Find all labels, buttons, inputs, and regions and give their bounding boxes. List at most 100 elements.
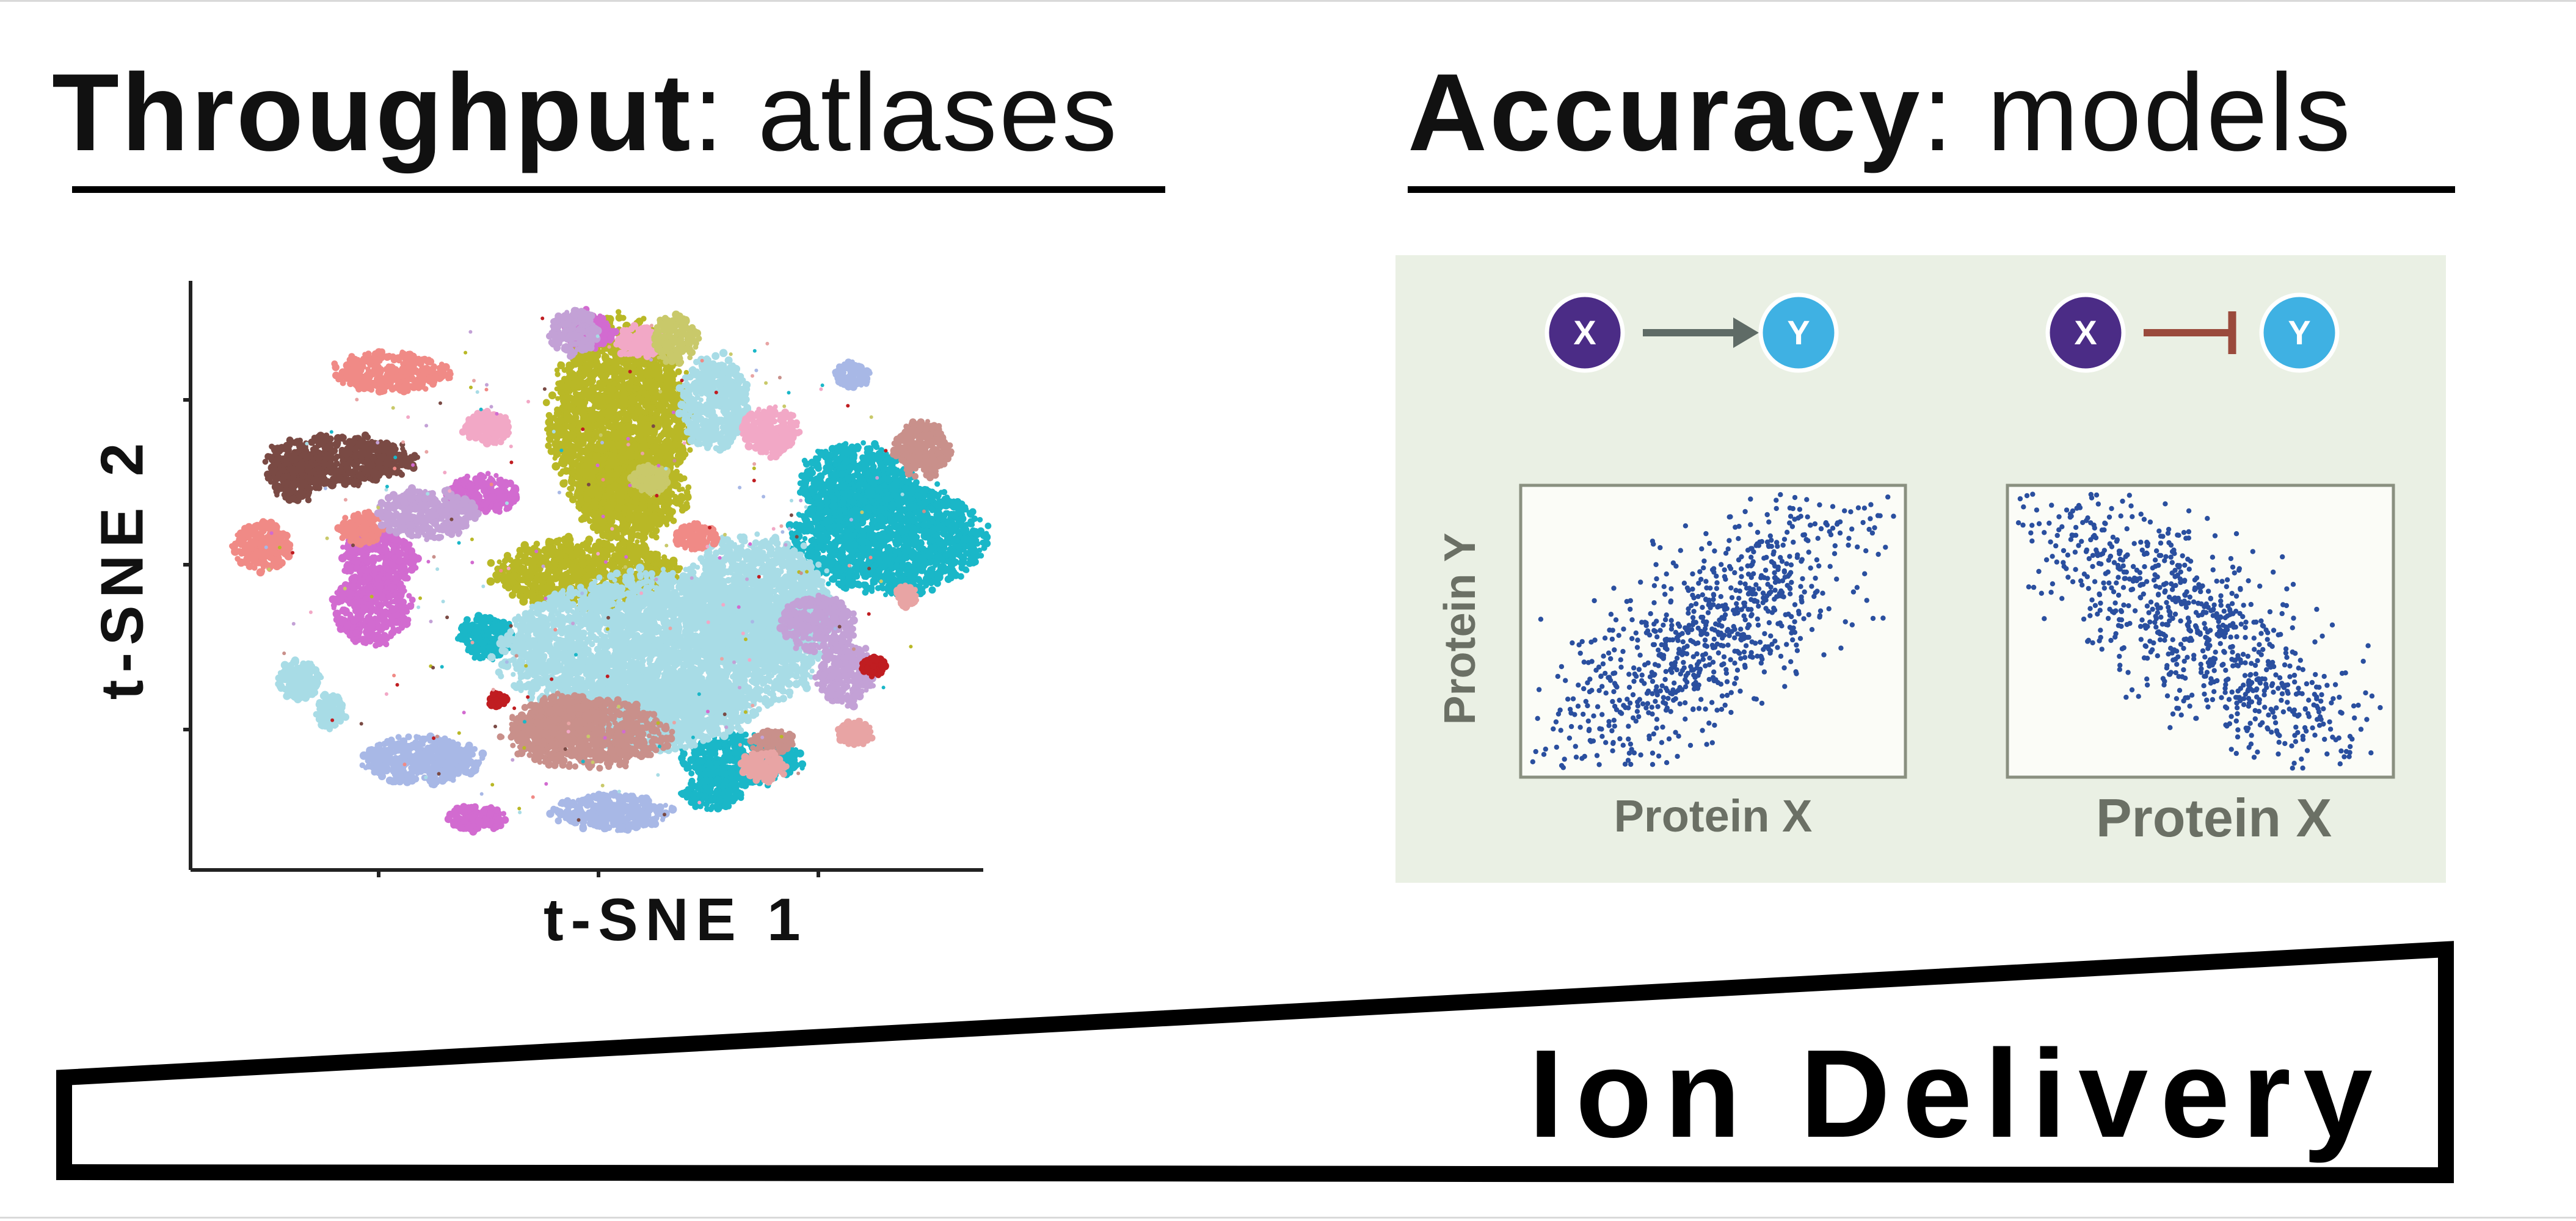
tsne-cell-point xyxy=(577,391,583,397)
tsne-cell-point xyxy=(636,418,642,424)
tsne-cell-point xyxy=(933,512,939,518)
tsne-cell-point xyxy=(863,586,870,593)
tsne-cell-point xyxy=(789,535,795,541)
tsne-cell-point xyxy=(548,547,555,554)
tsne-cell-point xyxy=(554,368,560,373)
tsne-cell-point xyxy=(572,395,577,400)
tsne-cell-point xyxy=(950,558,959,567)
tsne-cell-point xyxy=(641,419,647,425)
tsne-cell-point xyxy=(486,577,495,586)
tsne-cell-point xyxy=(681,475,688,482)
tsne-cell-point xyxy=(601,531,607,538)
tsne-cell-point xyxy=(558,557,565,564)
tsne-cell-point xyxy=(578,380,586,386)
tsne-cell-point xyxy=(612,406,618,413)
tsne-cell-point xyxy=(934,481,941,487)
tsne-cell-point xyxy=(977,516,983,523)
tsne-cell-point xyxy=(631,441,639,447)
tsne-cell-point xyxy=(586,540,592,546)
tsne-cell-point xyxy=(561,375,568,383)
tsne-cell-point xyxy=(663,445,670,452)
tsne-cell-point xyxy=(604,465,611,471)
tsne-cell-point xyxy=(606,514,616,523)
tsne-cell-point xyxy=(918,539,923,545)
tsne-cell-point xyxy=(545,537,553,545)
tsne-cell-point xyxy=(566,433,573,440)
tsne-cell-point xyxy=(576,369,583,377)
throughput-underline xyxy=(72,186,1165,193)
tsne-cell-point xyxy=(517,567,523,573)
tsne-cell-point xyxy=(553,444,559,451)
tsne-cell-point xyxy=(664,431,672,439)
tsne-cell-point xyxy=(492,571,499,578)
tsne-cell-point xyxy=(557,543,565,551)
tsne-cell-point xyxy=(628,515,634,521)
tsne-cell-point xyxy=(598,518,607,527)
tsne-cell-point xyxy=(662,518,669,526)
tsne-cell-point xyxy=(616,487,621,493)
tsne-cell-point xyxy=(675,368,682,375)
tsne-cell-point xyxy=(623,451,632,460)
tsne-cell-point xyxy=(616,495,624,502)
tsne-cell-point xyxy=(652,498,660,505)
accuracy-heading: Accuracy: models xyxy=(1408,58,2352,168)
tsne-cell-point xyxy=(879,584,884,589)
tsne-cell-point xyxy=(579,437,586,444)
tsne-cell-point xyxy=(616,309,622,315)
tsne-cell-point xyxy=(537,590,544,596)
tsne-cell-point xyxy=(653,552,661,560)
tsne-cell-point xyxy=(572,361,578,368)
tsne-cell-point xyxy=(957,516,965,524)
tsne-cell-point xyxy=(978,553,984,559)
tsne-cell-point xyxy=(592,371,599,378)
tsne-cell-point xyxy=(649,449,656,456)
tsne-cell-point xyxy=(611,373,619,381)
tsne-cell-point xyxy=(607,509,613,515)
tsne-cell-point xyxy=(553,409,562,418)
tsne-cell-point xyxy=(523,560,530,567)
tsne-cell-point xyxy=(584,554,592,561)
tsne-cell-point xyxy=(600,462,606,468)
tsne-cell-point xyxy=(576,569,582,575)
tsne-cell-point xyxy=(641,515,649,523)
tsne-cell-point xyxy=(919,545,926,553)
tsne-cell-point xyxy=(577,500,584,507)
tsne-cell-point xyxy=(580,506,589,515)
tsne-cell-point xyxy=(578,560,587,568)
tsne-cell-point xyxy=(643,397,651,405)
tsne-cell-point xyxy=(577,357,583,364)
tsne-cell-point xyxy=(683,488,691,496)
tsne-cell-point xyxy=(588,413,597,422)
tsne-cell-point xyxy=(608,440,616,449)
tsne-cell-point xyxy=(616,356,624,365)
tsne-cell-point xyxy=(575,462,581,468)
tsne-cell-point xyxy=(854,521,860,527)
tsne-cell-point xyxy=(628,394,636,402)
tsne-cell-point xyxy=(545,411,553,419)
tsne-cell-point xyxy=(542,399,550,407)
tsne-cell-point xyxy=(663,419,669,425)
tsne-cell-point xyxy=(617,410,624,416)
tsne-cell-point xyxy=(655,519,664,528)
tsne-cell-point xyxy=(614,504,623,512)
tsne-cell-point xyxy=(881,524,887,530)
tsne-cell-point xyxy=(650,370,658,378)
tsne-cell-point xyxy=(642,546,649,553)
tsne-cell-point xyxy=(528,573,535,579)
tsne-cell-point xyxy=(649,404,657,411)
tsne-cell-point xyxy=(961,506,967,513)
tsne-cell-point xyxy=(627,406,635,413)
tsne-cell-point xyxy=(595,395,603,403)
tsne-cell-point xyxy=(683,503,691,510)
tsne-cell-point xyxy=(668,375,676,383)
tsne-cell-point xyxy=(531,578,538,584)
tsne-cell-point xyxy=(915,485,923,493)
tsne-cell-point xyxy=(682,451,689,458)
tsne-cell-point xyxy=(503,552,512,560)
tsne-cell-point xyxy=(516,551,524,559)
tsne-cell-point xyxy=(657,449,664,457)
tsne-cell-point xyxy=(582,386,590,394)
tsne-cell-point xyxy=(796,512,802,517)
tsne-cell-point xyxy=(636,382,642,387)
